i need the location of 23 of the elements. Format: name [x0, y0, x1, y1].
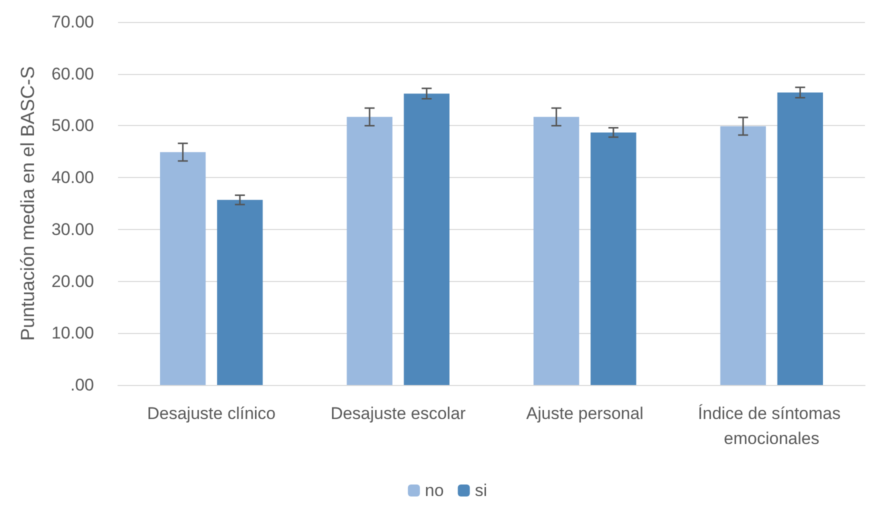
bar — [217, 200, 263, 385]
y-tick-label: 60.00 — [51, 64, 94, 84]
y-tick-label: 30.00 — [51, 220, 94, 239]
y-tick-label: 40.00 — [51, 168, 94, 188]
x-tick-label: Índice de síntomas emocionales — [698, 404, 846, 448]
bar — [404, 94, 450, 385]
bar — [777, 92, 823, 385]
y-tick-label: 70.00 — [51, 12, 94, 32]
y-tick-label: 20.00 — [51, 272, 94, 291]
bar — [346, 116, 392, 385]
x-tick-label: Desajuste clínico — [147, 404, 276, 423]
legend-label: si — [474, 481, 488, 500]
y-axis-title: Puntuación media en el BASC-S — [18, 66, 39, 341]
y-tick-label: 10.00 — [51, 324, 94, 343]
y-tick-label: .00 — [70, 376, 94, 394]
y-tick-label: 50.00 — [51, 116, 94, 136]
bar — [720, 126, 766, 385]
x-tick-label: Ajuste personal — [526, 404, 644, 423]
legend-label: no — [424, 481, 444, 500]
x-tick-label: Desajuste escolar — [330, 404, 466, 423]
bar — [160, 152, 206, 385]
bar — [534, 116, 580, 385]
bar — [590, 132, 636, 385]
